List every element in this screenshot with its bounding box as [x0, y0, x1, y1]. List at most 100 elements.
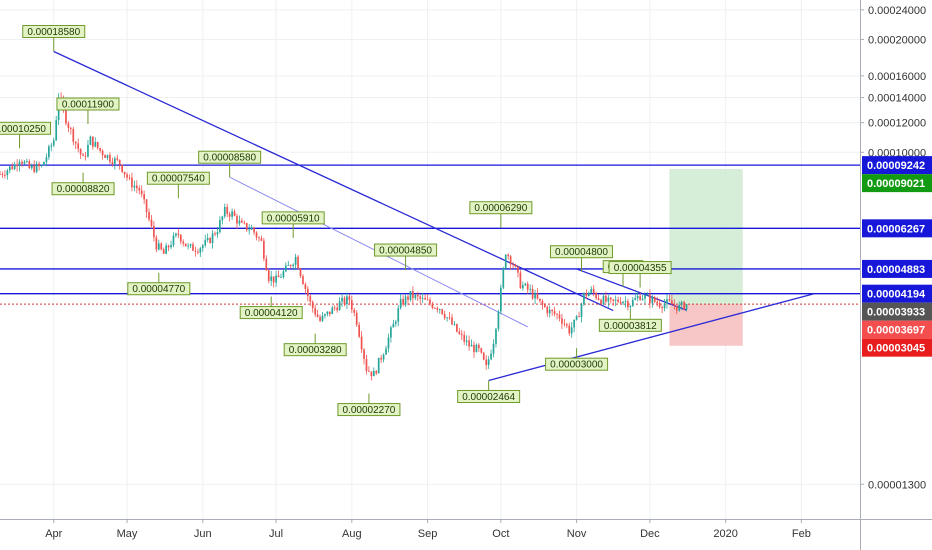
candle-body — [685, 304, 688, 310]
candle-body — [309, 296, 312, 302]
candle-body — [409, 291, 412, 300]
candle-body — [223, 206, 226, 217]
candle-body — [394, 321, 397, 324]
candle-body — [465, 340, 468, 342]
candle-body — [8, 166, 11, 171]
candle-body — [612, 299, 615, 301]
price-annotations: 0.00018580 0.00010250 0.00011900 0.00008820… — [0, 25, 672, 417]
x-tick-label: 2020 — [713, 528, 737, 540]
candle-body — [13, 164, 16, 170]
candle-body — [680, 301, 683, 305]
price-badge — [862, 302, 932, 321]
candle-body — [597, 298, 600, 300]
candle-body — [206, 237, 209, 241]
candle-body — [167, 245, 170, 248]
candle-body — [490, 353, 492, 360]
annotation-box — [146, 171, 210, 185]
candle-body — [561, 318, 563, 324]
y-tick-label: 0.00024000 — [868, 5, 926, 17]
candle-body — [363, 349, 365, 359]
candle-body — [38, 163, 40, 167]
candle-body — [649, 294, 651, 304]
candle-body — [319, 316, 321, 321]
candle-body — [375, 371, 378, 374]
candle-body — [431, 303, 434, 308]
annotation-label: 0.00004850 — [379, 246, 432, 257]
candle-body — [116, 158, 119, 160]
x-axis-ticks: Apr May Jun Jul Aug Sep Oct Nov Dec 2020 Feb — [45, 519, 811, 540]
candle-body — [221, 216, 224, 221]
candle-body — [402, 298, 404, 305]
candle-body — [656, 301, 659, 304]
candle-body — [89, 136, 92, 145]
candle-body — [468, 340, 470, 347]
candlesticks — [0, 92, 688, 381]
candle-body — [424, 297, 426, 300]
annotation-box — [598, 318, 662, 332]
candle-body — [531, 288, 534, 299]
candle-body — [622, 301, 624, 304]
candle-body — [653, 297, 656, 302]
candle-body — [641, 298, 644, 301]
candle-body — [170, 244, 172, 248]
candle-body — [380, 357, 382, 360]
candle-body — [45, 157, 48, 163]
candle-body — [153, 225, 155, 238]
candle-body — [634, 298, 637, 300]
candle-body — [475, 344, 478, 353]
y-tick-label: 0.00016000 — [868, 71, 926, 83]
candle-body — [77, 143, 80, 149]
annotation-box — [337, 403, 401, 417]
candle-body — [675, 305, 678, 311]
candle-body — [534, 293, 536, 299]
x-tick-label: Feb — [792, 528, 811, 540]
candle-body — [512, 264, 514, 265]
candle-body — [517, 266, 519, 273]
candle-body — [499, 287, 502, 312]
candle-body — [482, 352, 485, 360]
candle-body — [228, 213, 231, 217]
candle-body — [204, 240, 207, 246]
candle-body — [165, 245, 167, 254]
candle-body — [302, 276, 304, 285]
candle-body — [365, 358, 368, 371]
candle-body — [272, 276, 275, 283]
candle-body — [248, 229, 251, 231]
candle-body — [507, 254, 510, 257]
annotation-box — [127, 282, 191, 296]
price-badge — [862, 320, 932, 339]
candle-body — [453, 323, 456, 325]
annotation-box — [374, 243, 438, 257]
candle-body — [121, 164, 124, 172]
candle-body — [644, 295, 646, 299]
price-badge-label: 0.00009021 — [867, 178, 925, 190]
candle-body — [404, 296, 407, 305]
candle-body — [372, 371, 375, 377]
candle-body — [265, 258, 268, 271]
annotation-label: 0.00011900 — [62, 100, 115, 111]
candle-body — [219, 220, 221, 233]
candle-body — [216, 232, 219, 235]
candle-body — [145, 199, 148, 213]
candle-body — [470, 344, 473, 347]
candle-body — [568, 325, 571, 334]
y-tick-label: 0.00014000 — [868, 93, 926, 105]
candle-body — [436, 308, 439, 310]
trendline — [576, 268, 687, 311]
x-tick-label: Dec — [640, 528, 660, 540]
candle-body — [456, 323, 458, 332]
candle-body — [241, 220, 243, 223]
candle-body — [448, 317, 451, 319]
trade-zones — [669, 169, 743, 346]
candle-body — [267, 270, 270, 281]
y-tick-label: 0.00012000 — [868, 118, 926, 130]
candle-body — [575, 316, 578, 320]
candle-body — [79, 148, 82, 155]
candle-body — [321, 315, 324, 321]
candle-body — [497, 311, 500, 329]
candle-body — [282, 271, 285, 278]
candle-body — [578, 316, 580, 318]
candle-body — [238, 220, 241, 224]
